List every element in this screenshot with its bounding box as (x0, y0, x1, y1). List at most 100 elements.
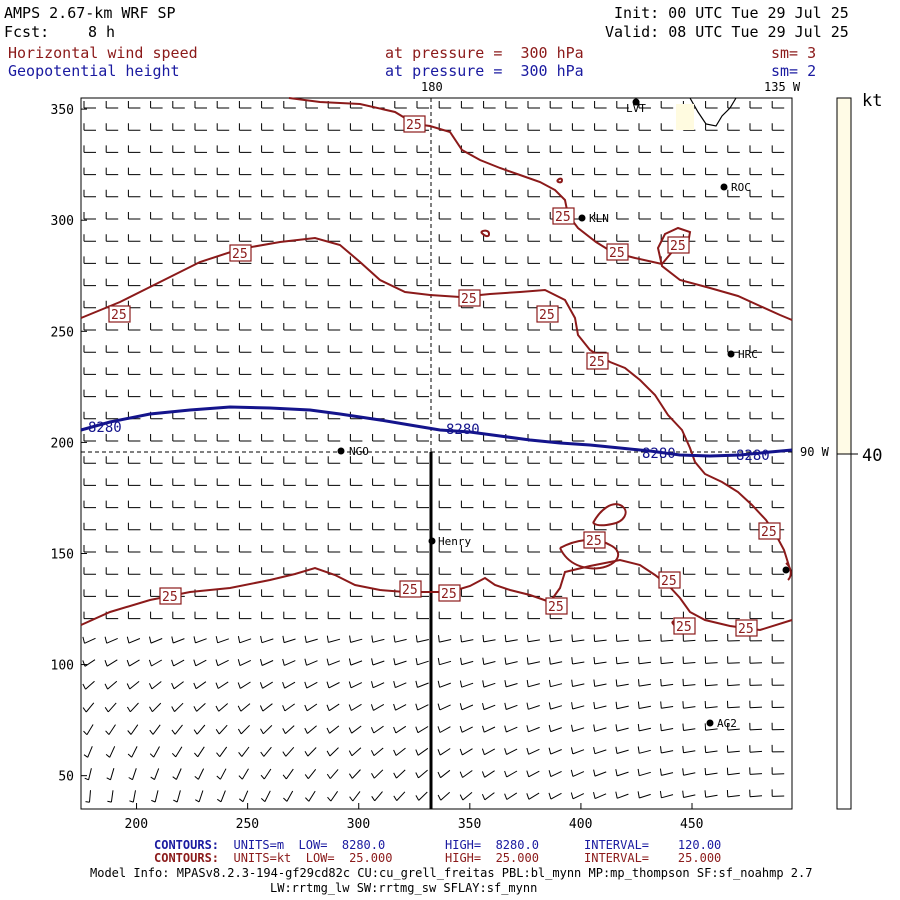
init-time: Init: 00 UTC Tue 29 Jul 25 (614, 4, 849, 22)
wind-barb (171, 702, 184, 712)
wind-barb (371, 681, 385, 689)
wind-barb (615, 656, 629, 665)
wind-barb (305, 189, 318, 198)
station-dot (428, 537, 436, 545)
wind-barb (660, 278, 674, 287)
wind-barb (150, 367, 163, 375)
wind-barb (282, 635, 296, 644)
wind-barb (326, 658, 340, 666)
wind-barb (283, 212, 296, 220)
wind-barb (594, 278, 607, 287)
wind-barb (594, 478, 607, 486)
footer-model-info: Model Info: MPASv8.2.3-194-gf29cd82c CU:… (90, 866, 813, 880)
wind-barb (571, 411, 585, 420)
wind-barb (172, 367, 185, 375)
wind-barb (83, 367, 96, 375)
wind-barb (261, 611, 274, 620)
wind-barb (459, 680, 474, 688)
wind-barb (660, 345, 674, 353)
footer-height-contours: CONTOURS: UNITS=m LOW= 8280.0 (154, 838, 386, 852)
footer-speed-contours: CONTOURS: UNITS=kt LOW= 25.000 (154, 851, 393, 865)
wind-barb (327, 589, 341, 597)
wind-barb (705, 367, 718, 375)
wind-barb (349, 300, 363, 309)
wind-barb (594, 345, 607, 353)
wind-barb (615, 791, 629, 799)
speed-label-box (438, 584, 461, 602)
wind-barb (172, 278, 185, 287)
wind-barb (283, 145, 296, 153)
wind-barb (771, 389, 785, 398)
wind-barb (283, 101, 296, 109)
wind-barb (705, 500, 718, 509)
wind-barb (83, 101, 96, 109)
wind-barb (194, 123, 207, 131)
wind-barb (616, 212, 629, 220)
wind-barb (727, 434, 740, 442)
wind-barb (304, 703, 318, 712)
wind-barb (238, 500, 252, 509)
wind-barb (283, 500, 296, 509)
wind-barb (238, 411, 252, 420)
wind-barb (82, 659, 96, 667)
wind-barb (527, 611, 540, 620)
wind-barb (526, 725, 540, 733)
wind-barb (549, 522, 563, 531)
wind-barb (194, 545, 207, 553)
coastline (689, 97, 737, 127)
wind-barb (349, 478, 363, 486)
wind-barb (150, 611, 163, 620)
wind-barb (482, 680, 496, 688)
wind-barb (483, 411, 496, 420)
wind-barb (150, 345, 163, 353)
wind-barb (704, 656, 718, 664)
wind-barb (727, 145, 740, 153)
wind-barb (505, 522, 518, 531)
wind-barb (327, 278, 341, 287)
wind-barb (527, 234, 540, 242)
wind-barb (150, 234, 163, 242)
wind-barb (505, 456, 518, 464)
wind-barb (504, 634, 518, 643)
wind-barb (305, 323, 318, 331)
wind-barb (682, 678, 696, 687)
wind-barb (527, 167, 540, 176)
wind-barb (460, 389, 474, 398)
wind-barb (305, 345, 318, 353)
wind-barb (415, 680, 429, 688)
wind-barb (105, 724, 116, 735)
map-axes: 200 250 300 350 400 450 350 300 250 200 150 100 50 (51, 103, 704, 832)
wind-barb (416, 367, 429, 375)
wind-barb (549, 367, 563, 375)
speed-label-box (399, 580, 422, 598)
wind-barb (483, 367, 496, 375)
wind-barb (372, 123, 385, 131)
wind-barb (349, 389, 363, 398)
wind-barb (305, 212, 318, 220)
wind-barb (571, 434, 585, 442)
wind-barb (705, 389, 718, 398)
wind-barb (682, 522, 696, 531)
wind-barb (638, 389, 651, 398)
wind-barb (594, 389, 607, 398)
wind-barb (105, 256, 119, 264)
wind-barb (727, 678, 740, 687)
wind-barb (327, 189, 341, 198)
wind-barb (416, 345, 429, 353)
wind-barb (459, 703, 474, 711)
station-dot (706, 719, 714, 727)
wind-barb (327, 345, 341, 353)
y-tick-label: 50 (58, 770, 74, 785)
wind-barb (526, 679, 540, 688)
y-tick-label: 200 (51, 436, 74, 451)
wind-barb (372, 456, 385, 464)
wind-barb (438, 522, 452, 531)
wind-barb (594, 411, 607, 420)
wind-barb (149, 746, 160, 758)
wind-barb (593, 769, 607, 777)
wind-barb (305, 434, 318, 442)
speed-label-box (658, 571, 681, 589)
wind-barb (105, 345, 119, 353)
wind-barb (505, 567, 518, 575)
wind-barb (594, 456, 607, 464)
